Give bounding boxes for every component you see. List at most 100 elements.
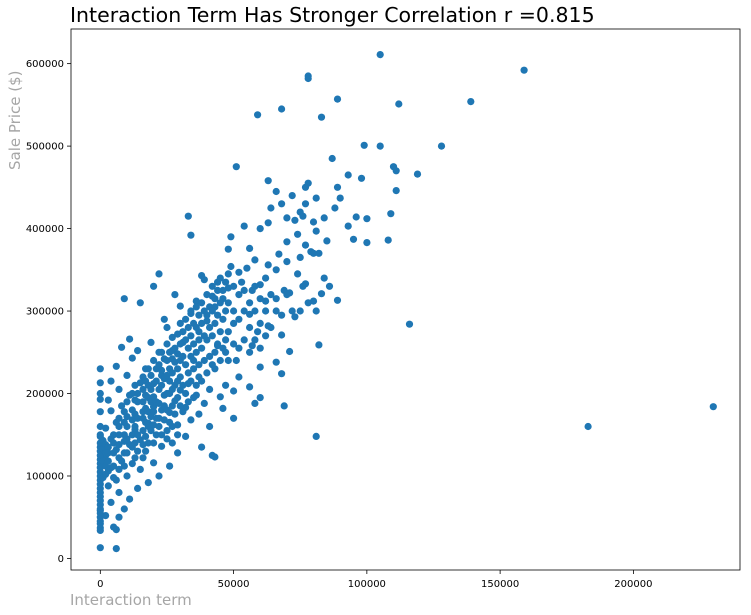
data-point: [195, 311, 203, 319]
data-point: [115, 414, 123, 422]
data-point: [112, 545, 120, 553]
data-point: [131, 396, 139, 404]
data-point: [96, 488, 104, 497]
data-point: [110, 431, 118, 439]
data-point: [304, 74, 312, 83]
data-point: [248, 342, 256, 350]
data-point: [104, 449, 112, 457]
data-point: [139, 454, 147, 462]
data-points: [96, 51, 717, 553]
data-point: [163, 435, 171, 443]
data-point: [139, 398, 147, 406]
data-point: [333, 183, 342, 191]
data-point: [312, 227, 320, 235]
data-point: [288, 192, 296, 200]
data-point: [376, 51, 384, 59]
data-point: [256, 363, 264, 371]
data-point: [198, 319, 206, 327]
data-point: [200, 356, 208, 365]
data-point: [171, 358, 179, 366]
data-point: [198, 377, 206, 385]
data-point: [163, 323, 171, 332]
data-point: [214, 311, 222, 319]
data-point: [291, 216, 299, 224]
data-point: [131, 422, 139, 431]
data-point: [190, 340, 198, 348]
data-point: [134, 347, 142, 355]
data-point: [198, 344, 206, 352]
x-tick-label: 0: [97, 579, 103, 590]
data-point: [163, 356, 171, 365]
y-axis-label: Sale Price ($): [6, 71, 24, 171]
data-point: [203, 311, 211, 319]
data-point: [123, 371, 131, 379]
data-point: [118, 343, 126, 351]
data-point: [115, 465, 123, 473]
y-tick-label: 200000: [26, 389, 64, 400]
data-point: [123, 422, 131, 431]
data-point: [301, 200, 310, 208]
data-point: [216, 274, 224, 282]
x-tick-label: 100000: [348, 579, 386, 590]
data-point: [230, 319, 238, 327]
data-point: [150, 421, 158, 429]
data-point: [286, 347, 294, 356]
data-point: [96, 497, 104, 505]
data-point: [309, 249, 318, 257]
data-point: [315, 249, 323, 257]
data-point: [174, 365, 182, 373]
chart-title: Interaction Term Has Stronger Correlatio…: [70, 3, 595, 27]
data-point: [96, 408, 104, 416]
data-point: [192, 323, 200, 332]
data-point: [152, 414, 160, 422]
data-point: [150, 282, 158, 290]
data-point: [357, 174, 366, 182]
data-point: [179, 328, 187, 336]
data-point: [309, 218, 318, 226]
data-point: [246, 244, 254, 252]
data-point: [128, 389, 136, 398]
data-point: [344, 171, 352, 179]
x-tick-label: 150000: [481, 579, 519, 590]
data-point: [272, 358, 280, 366]
data-point: [224, 245, 232, 253]
data-point: [182, 432, 190, 440]
data-point: [254, 111, 262, 119]
y-tick-label: 300000: [26, 307, 64, 318]
data-point: [256, 394, 264, 402]
data-point: [344, 222, 352, 230]
data-point: [227, 262, 235, 271]
data-point: [144, 439, 152, 447]
data-point: [214, 340, 222, 348]
data-point: [187, 307, 195, 315]
data-point: [136, 465, 144, 473]
data-point: [107, 498, 115, 506]
data-point: [96, 513, 104, 521]
data-point: [235, 344, 243, 352]
data-point: [174, 449, 182, 457]
data-point: [203, 291, 211, 299]
data-point: [333, 95, 342, 103]
data-point: [192, 348, 200, 356]
data-point: [150, 459, 158, 467]
data-point: [104, 443, 112, 451]
data-point: [219, 286, 227, 294]
data-point: [301, 241, 310, 249]
data-point: [275, 250, 283, 258]
data-point: [134, 431, 142, 439]
data-point: [208, 361, 216, 369]
data-point: [315, 341, 323, 349]
data-point: [163, 427, 171, 435]
data-point: [235, 315, 243, 323]
data-point: [206, 352, 214, 360]
data-point: [584, 422, 592, 431]
data-point: [147, 338, 155, 346]
data-point: [211, 295, 219, 303]
data-point: [304, 299, 312, 307]
data-point: [216, 328, 224, 336]
data-point: [520, 66, 528, 74]
data-point: [152, 377, 160, 385]
data-point: [360, 141, 368, 149]
data-point: [224, 270, 232, 278]
